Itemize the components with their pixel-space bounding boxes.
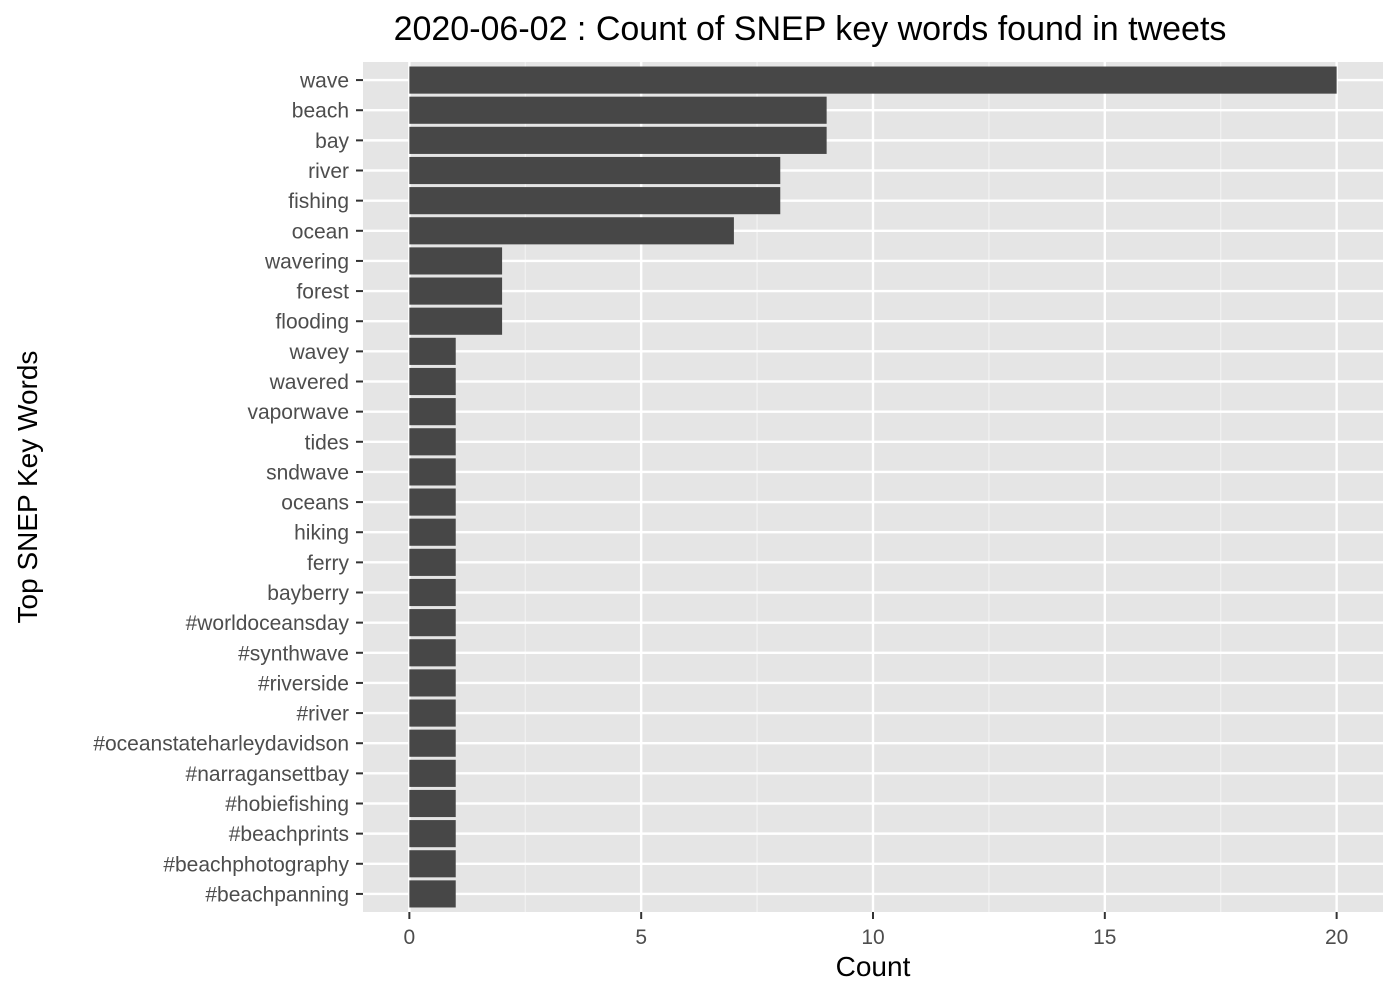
x-axis: 0 5 10 15 20 <box>404 912 1348 949</box>
x-tick-label: 5 <box>635 926 647 949</box>
bar-synthwave <box>409 639 456 667</box>
y-tick-label: #oceanstateharleydavidson <box>93 733 349 756</box>
y-tick-label: wavered <box>269 371 349 394</box>
y-tick-label: #beachpanning <box>205 883 349 906</box>
y-tick-label: sndwave <box>266 461 349 484</box>
bar-flooding <box>409 307 503 335</box>
y-tick-label: forest <box>296 281 349 304</box>
y-tick-label: #narragansettbay <box>186 763 350 786</box>
y-tick-label: oceans <box>281 492 349 515</box>
bar-bayberry <box>409 578 456 607</box>
bar-vaporwave <box>409 398 456 426</box>
bar-hobiefishing <box>409 789 456 818</box>
bar-riverside <box>409 669 456 697</box>
x-tick-label: 0 <box>404 926 416 949</box>
y-tick-label: wavering <box>264 250 349 273</box>
y-tick-label: fishing <box>288 190 349 213</box>
bar-beachpanning <box>409 880 456 908</box>
x-tick-label: 10 <box>861 926 884 949</box>
y-tick-label: hiking <box>294 522 349 545</box>
bar-oceans <box>409 488 456 516</box>
bars <box>409 66 1337 908</box>
y-tick-label: wave <box>299 70 349 93</box>
y-tick-label: #riverside <box>258 672 349 695</box>
y-tick-label: wavey <box>288 341 349 364</box>
bar-bay <box>409 126 827 154</box>
y-tick-label: #beachphotography <box>163 853 349 876</box>
y-tick-label: #worldoceansday <box>186 612 350 635</box>
bar-sndwave <box>409 458 456 486</box>
y-axis-title: Top SNEP Key Words <box>12 351 43 624</box>
y-tick-label: tides <box>305 431 349 454</box>
bar-beach <box>409 96 827 124</box>
bar-beachprints <box>409 820 456 848</box>
bar-tides <box>409 428 456 456</box>
chart-title: 2020-06-02 : Count of SNEP key words fou… <box>394 10 1227 48</box>
y-tick-label: bay <box>315 130 349 153</box>
bar-beachphotography <box>409 850 456 878</box>
bar-worldoceansday <box>409 609 456 637</box>
y-tick-label: ferry <box>307 552 350 575</box>
bar-hiking <box>409 518 456 546</box>
bar-river <box>409 156 781 185</box>
bar-wave <box>409 66 1337 94</box>
y-tick-label: river <box>308 160 349 183</box>
bar-ocean <box>409 217 734 245</box>
y-tick-label: #beachprints <box>229 823 349 846</box>
y-tick-label: #hobiefishing <box>225 793 349 816</box>
x-axis-title: Count <box>836 951 911 982</box>
bar-oceanstateharleydavidson <box>409 729 456 757</box>
bar-narragansettbay <box>409 759 456 787</box>
y-tick-label: ocean <box>292 220 349 243</box>
y-tick-label: #synthwave <box>238 642 349 665</box>
x-tick-label: 20 <box>1325 926 1348 949</box>
y-tick-label: vaporwave <box>247 401 349 424</box>
y-axis: wave beach bay river fishing ocean wavering for… <box>93 70 363 906</box>
bar-wavey <box>409 337 456 365</box>
x-tick-label: 15 <box>1093 926 1116 949</box>
bar-ferry <box>409 548 456 576</box>
y-tick-label: flooding <box>275 311 349 334</box>
bar-wavering <box>409 247 503 275</box>
y-tick-label: bayberry <box>267 582 349 605</box>
bar-forest <box>409 277 503 305</box>
bar-river <box>409 699 456 727</box>
y-tick-label: #river <box>296 703 349 726</box>
y-tick-label: beach <box>292 100 349 123</box>
bar-wavered <box>409 367 456 396</box>
bar-fishing <box>409 187 781 215</box>
